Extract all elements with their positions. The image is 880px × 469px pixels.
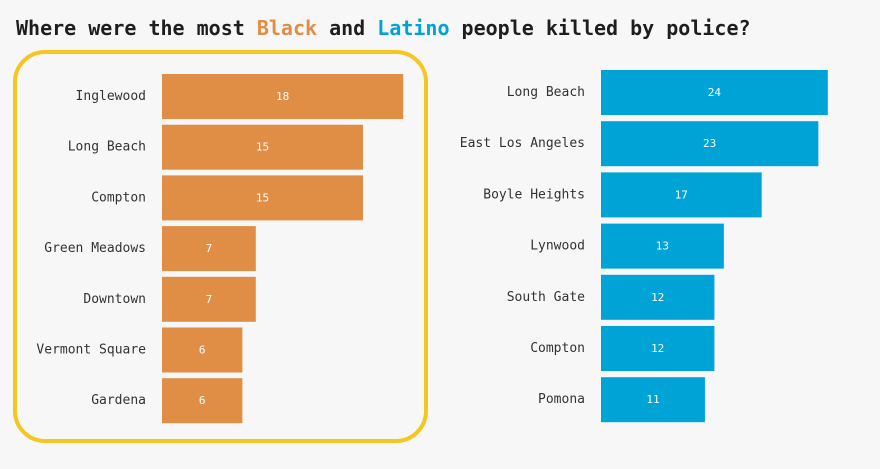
latino-value-label-pomona: 11 <box>646 393 659 406</box>
latino-bar-south-gate <box>601 274 715 320</box>
black-value-label-green-meadows: 7 <box>206 242 213 255</box>
black-bar-compton <box>162 175 363 221</box>
latino-bar-lynwood <box>601 223 724 269</box>
latino-victims-chart: Long Beach 24 East Los Angeles 23 Boyle Heig… <box>460 70 828 423</box>
latino-category-label-boyle-heights: Boyle Heights <box>483 187 585 202</box>
title-middle: and <box>317 16 378 40</box>
latino-bar-compton <box>601 326 715 371</box>
title-highlight-black: Black <box>256 16 318 40</box>
black-bar-inglewood <box>162 74 404 119</box>
latino-bar-boyle-heights <box>601 172 762 218</box>
black-bar-downtown <box>162 276 256 322</box>
latino-value-label-south-gate: 12 <box>651 291 664 304</box>
highlight-box <box>13 50 428 443</box>
latino-category-label-lynwood: Lynwood <box>530 239 585 254</box>
black-victims-chart: Inglewood 18 Long Beach 15 Compton 15 Green Me… <box>36 74 404 424</box>
latino-category-label-compton: Compton <box>530 341 585 356</box>
latino-category-label-pomona: Pomona <box>538 392 585 407</box>
black-value-label-vermont-square: 6 <box>199 344 206 357</box>
black-category-label-green-meadows: Green Meadows <box>44 241 146 256</box>
black-value-label-gardena: 6 <box>199 394 206 407</box>
black-value-label-compton: 15 <box>256 191 269 204</box>
latino-bar-pomona <box>601 377 705 423</box>
black-category-label-downtown: Downtown <box>83 292 146 307</box>
latino-value-label-compton: 12 <box>651 342 664 355</box>
latino-bar-long-beach <box>601 70 828 115</box>
latino-category-label-long-beach: Long Beach <box>507 85 585 100</box>
black-bar-vermont-square <box>162 327 243 373</box>
black-value-label-long-beach: 15 <box>256 141 269 154</box>
title-prefix: Where were the most <box>16 16 257 40</box>
latino-bar-east-los-angeles <box>601 121 819 167</box>
black-bar-long-beach <box>162 124 363 170</box>
latino-value-label-lynwood: 13 <box>656 240 669 253</box>
black-category-label-vermont-square: Vermont Square <box>36 343 146 358</box>
latino-category-label-south-gate: South Gate <box>507 290 585 305</box>
latino-value-label-long-beach: 24 <box>708 86 722 99</box>
latino-category-label-east-los-angeles: East Los Angeles <box>460 136 585 151</box>
latino-value-label-east-los-angeles: 23 <box>703 137 716 150</box>
black-category-label-long-beach: Long Beach <box>68 140 146 155</box>
black-category-label-compton: Compton <box>91 190 146 205</box>
black-bar-green-meadows <box>162 226 256 272</box>
title-suffix: people killed by police? <box>449 16 751 40</box>
title-highlight-latino: Latino <box>377 16 450 40</box>
chart-title: Where were the most Black and Latino peo… <box>16 16 751 40</box>
black-category-label-gardena: Gardena <box>91 393 146 408</box>
black-bar-gardena <box>162 378 243 424</box>
black-category-label-inglewood: Inglewood <box>76 89 146 104</box>
black-value-label-inglewood: 18 <box>276 90 289 103</box>
latino-value-label-boyle-heights: 17 <box>675 188 688 201</box>
black-value-label-downtown: 7 <box>206 293 213 306</box>
